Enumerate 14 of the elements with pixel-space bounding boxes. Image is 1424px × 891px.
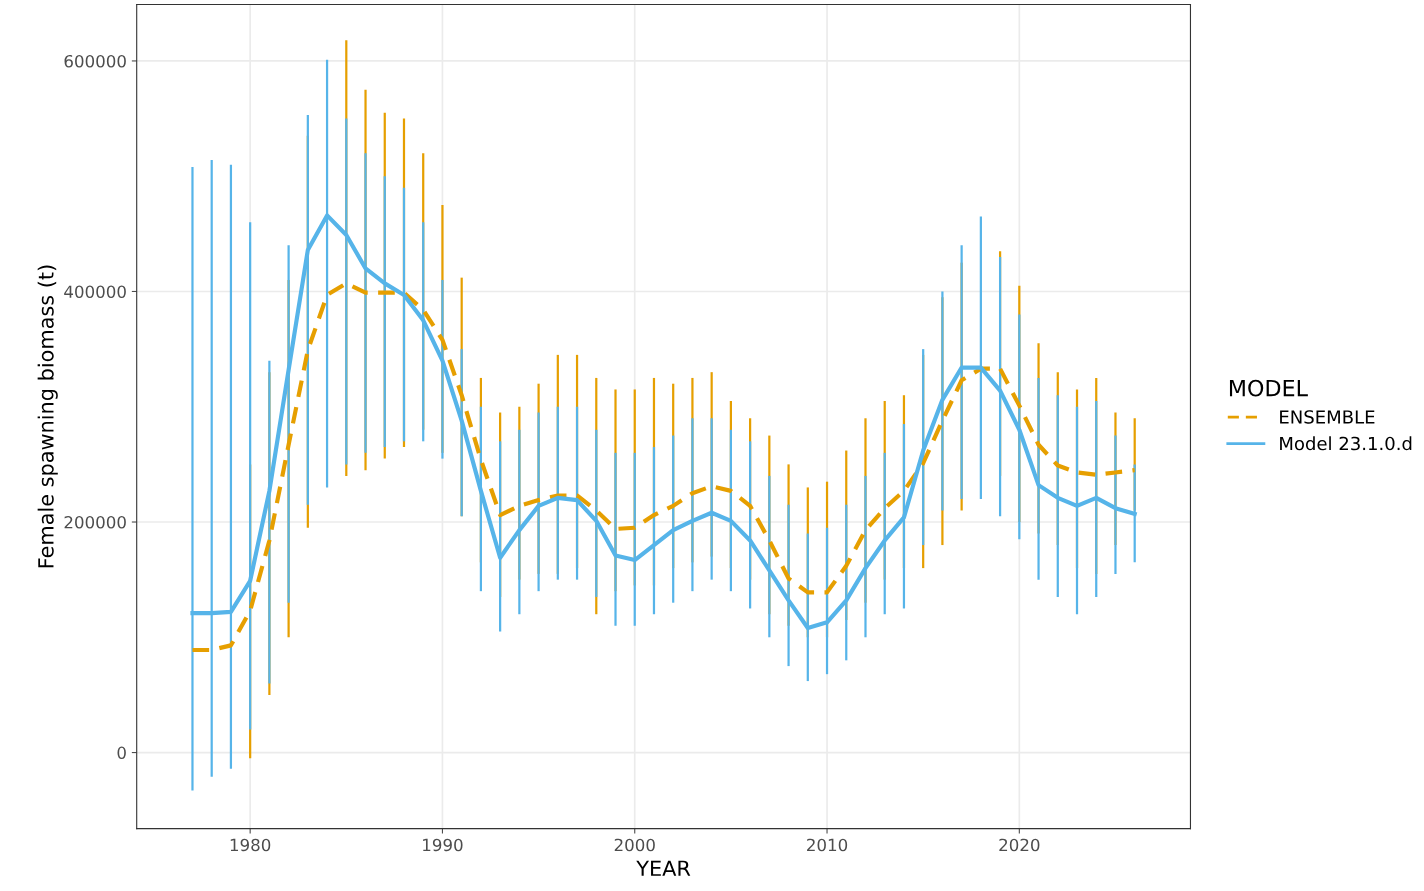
x-tick-label: 2010 (807, 838, 848, 852)
y-tick-label: 0 (117, 746, 126, 760)
legend-title: MODEL (1229, 379, 1308, 397)
x-tick-label: 2020 (999, 838, 1040, 852)
y-tick-label: 400000 (64, 285, 126, 299)
y-axis-title: Female spawning biomass (t) (37, 265, 58, 568)
x-tick-label: 2000 (614, 838, 655, 852)
legend-label: ENSEMBLE (1280, 410, 1375, 424)
x-axis-title: YEAR (636, 860, 691, 876)
legend-label: Model 23.1.0.d (1280, 436, 1412, 451)
x-tick-label: 1980 (230, 838, 271, 852)
y-tick-label: 600000 (64, 54, 126, 68)
y-tick-label: 200000 (64, 515, 126, 529)
x-tick-label: 1990 (423, 838, 463, 852)
